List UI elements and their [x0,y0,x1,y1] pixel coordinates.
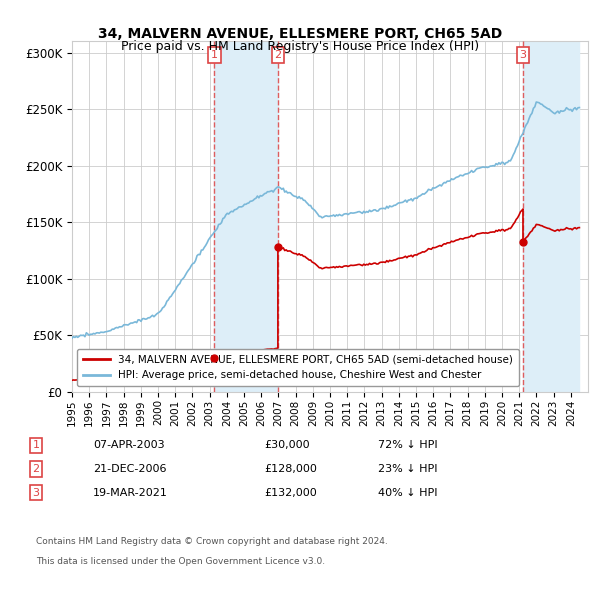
Text: 21-DEC-2006: 21-DEC-2006 [93,464,167,474]
Text: £132,000: £132,000 [264,488,317,497]
Text: 1: 1 [32,441,40,450]
Text: 2: 2 [32,464,40,474]
Text: 07-APR-2003: 07-APR-2003 [93,441,164,450]
Text: 1: 1 [211,50,218,60]
Bar [214,41,278,392]
Text: 34, MALVERN AVENUE, ELLESMERE PORT, CH65 5AD: 34, MALVERN AVENUE, ELLESMERE PORT, CH65… [98,27,502,41]
Text: Price paid vs. HM Land Registry's House Price Index (HPI): Price paid vs. HM Land Registry's House … [121,40,479,53]
Text: £30,000: £30,000 [264,441,310,450]
Text: This data is licensed under the Open Government Licence v3.0.: This data is licensed under the Open Gov… [36,558,325,566]
Text: 72% ↓ HPI: 72% ↓ HPI [378,441,437,450]
Text: 2: 2 [274,50,281,60]
Text: £128,000: £128,000 [264,464,317,474]
Text: 3: 3 [32,488,40,497]
Text: 23% ↓ HPI: 23% ↓ HPI [378,464,437,474]
Text: 3: 3 [520,50,526,60]
Text: Contains HM Land Registry data © Crown copyright and database right 2024.: Contains HM Land Registry data © Crown c… [36,537,388,546]
Text: 40% ↓ HPI: 40% ↓ HPI [378,488,437,497]
Text: 19-MAR-2021: 19-MAR-2021 [93,488,168,497]
Bar [523,41,580,392]
Legend: 34, MALVERN AVENUE, ELLESMERE PORT, CH65 5AD (semi-detached house), HPI: Average: 34, MALVERN AVENUE, ELLESMERE PORT, CH65… [77,349,519,386]
